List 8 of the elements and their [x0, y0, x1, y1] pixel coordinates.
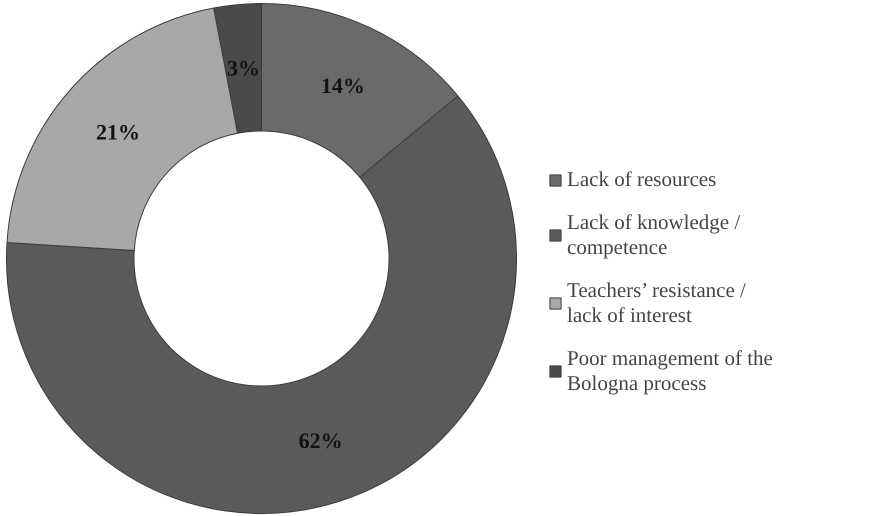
data-label: 62% [298, 428, 343, 453]
legend-label: Teachers’ resistance / lack of interest [567, 278, 746, 328]
data-label: 3% [227, 56, 260, 81]
data-label: 14% [320, 72, 365, 98]
legend-label: Poor management of the Bologna process [567, 346, 773, 396]
legend-label: Lack of resources [567, 167, 716, 192]
data-label: 21% [96, 120, 140, 145]
legend-label: Lack of knowledge / competence [567, 210, 740, 260]
